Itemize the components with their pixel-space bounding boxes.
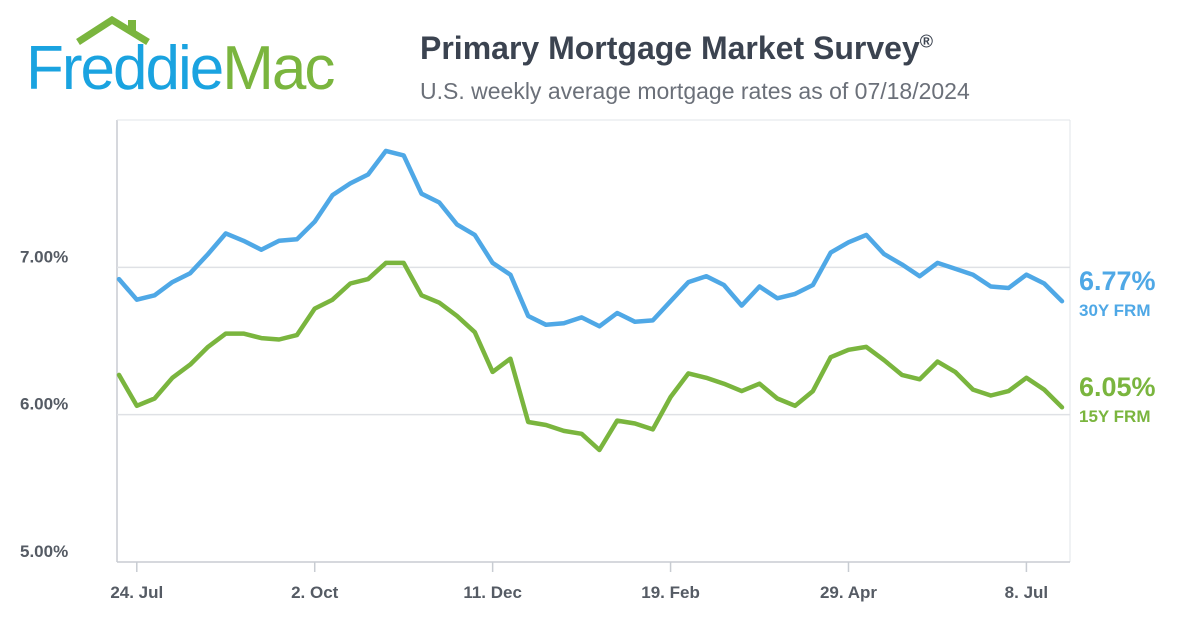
- y-tick-label: 5.00%: [20, 542, 68, 561]
- chart-title-text: Primary Mortgage Market Survey: [420, 30, 920, 66]
- 15y-frm-end-value: 6.05%: [1079, 372, 1156, 402]
- x-tick-label: 24. Jul: [110, 583, 163, 602]
- y-tick-label: 6.00%: [20, 395, 68, 414]
- x-tick-label: 29. Apr: [820, 583, 877, 602]
- x-tick-label: 2. Oct: [291, 583, 339, 602]
- 30y-frm-series-name: 30Y FRM: [1079, 301, 1151, 320]
- chart-subtitle: U.S. weekly average mortgage rates as of…: [420, 78, 970, 104]
- 15y-frm-series-name: 15Y FRM: [1079, 407, 1151, 426]
- house-roof-icon: [76, 16, 150, 45]
- series-line-30y-frm: [116, 148, 1065, 329]
- x-tick-label: 11. Dec: [463, 583, 522, 602]
- x-tick-label: 8. Jul: [1005, 583, 1048, 602]
- freddie-mac-logo: FreddieMac: [26, 16, 386, 106]
- logo-word-mac: Mac: [222, 34, 335, 103]
- registered-mark: ®: [919, 31, 934, 52]
- chart-title: Primary Mortgage Market Survey®: [420, 30, 933, 67]
- y-tick-label: 7.00%: [20, 247, 68, 266]
- x-tick-label: 19. Feb: [641, 583, 700, 602]
- 30y-frm-end-value: 6.77%: [1079, 266, 1156, 296]
- logo-word-freddie: Freddie: [26, 34, 224, 103]
- series-line-15y-frm: [116, 260, 1065, 453]
